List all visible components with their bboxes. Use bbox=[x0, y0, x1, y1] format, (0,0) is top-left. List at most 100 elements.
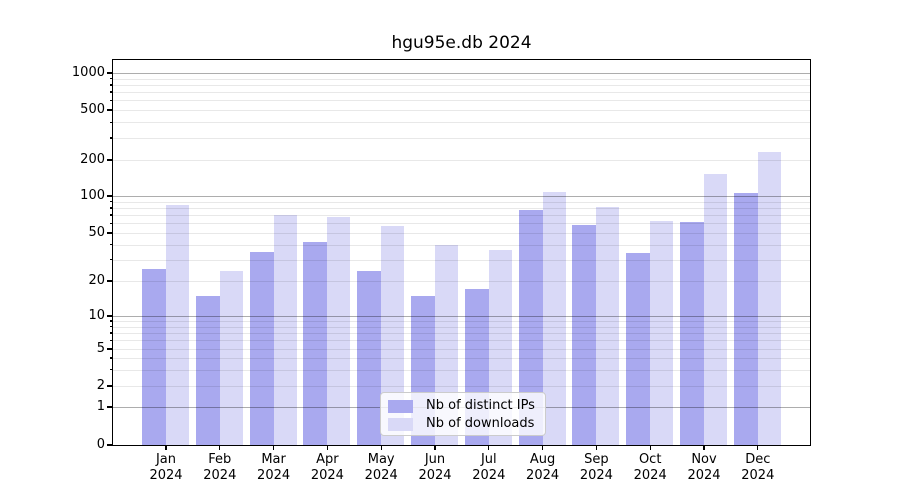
bar-nb-of-distinct-ips-nov-2024 bbox=[680, 221, 704, 445]
y-minor-tick-9 bbox=[109, 320, 113, 322]
x-tick-label-month: Nov bbox=[691, 452, 717, 467]
y-tick-10 bbox=[107, 315, 113, 317]
x-tick-apr-2024 bbox=[326, 445, 329, 450]
gridline-minor-70 bbox=[113, 215, 810, 217]
y-minor-tick-900 bbox=[109, 77, 113, 80]
y-tick-500 bbox=[107, 109, 113, 111]
bar-nb-of-distinct-ips-apr-2024 bbox=[303, 242, 328, 445]
x-tick-jul-2024 bbox=[488, 445, 490, 450]
bar-nb-of-downloads-aug-2024 bbox=[542, 192, 566, 445]
y-tick-1 bbox=[107, 406, 113, 408]
legend-item-distinct-ips: Nb of distinct IPs bbox=[388, 398, 545, 414]
y-tick-label-200: 200 bbox=[80, 152, 105, 167]
x-tick-label-sep-2024: Sep 2024 bbox=[561, 452, 631, 484]
gridline-minor-90 bbox=[113, 201, 810, 203]
x-tick-label-year: 2024 bbox=[364, 468, 398, 483]
x-tick-label-mar-2024: Mar 2024 bbox=[239, 452, 309, 484]
gridline-minor-900 bbox=[113, 78, 810, 80]
bar-nb-of-downloads-dec-2024 bbox=[757, 151, 781, 445]
x-tick-aug-2024 bbox=[541, 445, 544, 450]
x-tick-label-month: Sep bbox=[584, 452, 609, 467]
y-tick-200 bbox=[107, 159, 113, 161]
y-tick-1000 bbox=[107, 72, 113, 74]
y-minor-tick-70 bbox=[109, 214, 113, 216]
x-tick-sep-2024 bbox=[595, 445, 598, 450]
bar-nb-of-downloads-jan-2024 bbox=[166, 204, 189, 445]
x-tick-label-year: 2024 bbox=[418, 468, 452, 483]
y-tick-label-0: 0 bbox=[96, 437, 105, 452]
x-tick-label-month: Oct bbox=[638, 452, 662, 467]
y-tick-label-2: 2 bbox=[96, 378, 105, 393]
bar-nb-of-downloads-mar-2024 bbox=[273, 215, 297, 445]
y-tick-2 bbox=[107, 385, 113, 387]
bar-nb-of-distinct-ips-mar-2024 bbox=[249, 251, 274, 445]
chart-title: hgu95e.db 2024 bbox=[391, 33, 532, 53]
gridline-minor-80 bbox=[113, 207, 810, 209]
y-tick-label-100: 100 bbox=[80, 188, 105, 203]
y-minor-tick-700 bbox=[109, 91, 113, 93]
y-minor-tick-600 bbox=[109, 99, 113, 101]
y-minor-tick-7 bbox=[109, 332, 113, 334]
x-tick-dec-2024 bbox=[757, 445, 759, 450]
x-tick-label-year: 2024 bbox=[579, 468, 613, 483]
x-tick-label-year: 2024 bbox=[526, 468, 560, 483]
y-tick-label-5: 5 bbox=[96, 341, 105, 356]
gridline-minor-600 bbox=[113, 100, 810, 102]
gridline-minor-7 bbox=[113, 332, 810, 334]
x-tick-label-month: May bbox=[367, 452, 395, 467]
gridline-minor-40 bbox=[113, 244, 810, 246]
x-tick-label-month: Mar bbox=[261, 452, 286, 467]
x-tick-label-year: 2024 bbox=[310, 468, 344, 483]
y-minor-tick-60 bbox=[109, 222, 113, 224]
y-tick-0 bbox=[107, 444, 113, 446]
y-tick-label-1000: 1000 bbox=[71, 65, 105, 80]
y-minor-tick-6 bbox=[109, 339, 113, 341]
y-tick-label-20: 20 bbox=[88, 273, 105, 288]
gridline-minor-300 bbox=[113, 137, 810, 139]
x-tick-label-feb-2024: Feb 2024 bbox=[185, 452, 255, 484]
x-tick-label-aug-2024: Aug 2024 bbox=[508, 452, 578, 484]
bar-nb-of-distinct-ips-jan-2024 bbox=[142, 269, 166, 445]
y-minor-tick-4 bbox=[109, 357, 113, 359]
x-tick-label-month: Feb bbox=[208, 452, 232, 467]
x-tick-label-year: 2024 bbox=[257, 468, 291, 483]
x-tick-label-jan-2024: Jan 2024 bbox=[131, 452, 201, 484]
x-tick-label-apr-2024: Apr 2024 bbox=[292, 452, 362, 484]
legend: Nb of distinct IPs Nb of downloads bbox=[380, 392, 546, 436]
y-tick-5 bbox=[107, 348, 113, 350]
x-tick-label-may-2024: May 2024 bbox=[346, 452, 416, 484]
bar-nb-of-distinct-ips-sep-2024 bbox=[572, 225, 597, 445]
gridline-minor-6 bbox=[113, 340, 810, 342]
x-tick-label-year: 2024 bbox=[472, 468, 506, 483]
x-tick-may-2024 bbox=[380, 445, 382, 450]
legend-label-distinct-ips: Nb of distinct IPs bbox=[426, 398, 535, 413]
x-tick-oct-2024 bbox=[649, 445, 651, 450]
y-minor-tick-30 bbox=[109, 259, 113, 261]
gridline-minor-60 bbox=[113, 223, 810, 225]
legend-swatch-distinct-ips bbox=[388, 399, 413, 413]
gridline-minor-2 bbox=[113, 386, 810, 387]
bar-nb-of-distinct-ips-may-2024 bbox=[357, 271, 382, 445]
gridline-minor-3 bbox=[113, 369, 810, 371]
gridline-minor-800 bbox=[113, 84, 810, 86]
x-tick-label-jul-2024: Jul 2024 bbox=[454, 452, 524, 484]
y-tick-20 bbox=[107, 280, 113, 282]
legend-item-downloads: Nb of downloads bbox=[388, 416, 545, 432]
legend-swatch-downloads bbox=[388, 417, 413, 431]
y-minor-tick-300 bbox=[109, 137, 113, 139]
x-tick-nov-2024 bbox=[703, 445, 705, 450]
plot-area bbox=[107, 59, 811, 450]
y-minor-tick-8 bbox=[109, 325, 113, 328]
x-tick-label-jun-2024: Jun 2024 bbox=[400, 452, 470, 484]
x-tick-label-dec-2024: Dec 2024 bbox=[723, 452, 793, 484]
bar-nb-of-downloads-nov-2024 bbox=[704, 173, 727, 445]
y-tick-label-500: 500 bbox=[80, 102, 105, 117]
x-tick-label-month: Jan bbox=[155, 452, 177, 467]
bar-nb-of-downloads-feb-2024 bbox=[219, 271, 243, 445]
bar-nb-of-downloads-may-2024 bbox=[381, 226, 405, 445]
gridline-minor-30 bbox=[113, 259, 810, 261]
y-tick-50 bbox=[107, 232, 113, 234]
gridline-minor-9 bbox=[113, 321, 810, 323]
x-tick-jan-2024 bbox=[165, 445, 167, 450]
